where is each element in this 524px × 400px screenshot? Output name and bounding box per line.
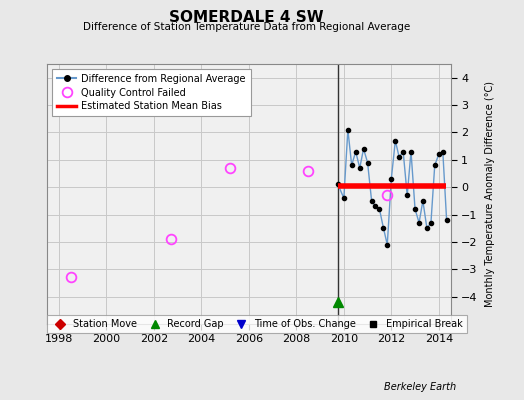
Point <box>411 206 419 212</box>
Point <box>399 148 407 155</box>
Point <box>356 165 364 171</box>
Point <box>442 217 451 223</box>
Point <box>403 192 411 198</box>
Point <box>423 225 431 232</box>
Text: SOMERDALE 4 SW: SOMERDALE 4 SW <box>169 10 324 25</box>
Point <box>427 220 435 226</box>
Point <box>415 220 423 226</box>
Point <box>340 195 348 201</box>
Point <box>367 198 376 204</box>
Point <box>407 148 415 155</box>
Point <box>439 148 447 155</box>
Legend: Station Move, Record Gap, Time of Obs. Change, Empirical Break: Station Move, Record Gap, Time of Obs. C… <box>47 315 466 333</box>
Point <box>383 242 391 248</box>
Text: Difference of Station Temperature Data from Regional Average: Difference of Station Temperature Data f… <box>83 22 410 32</box>
Point <box>334 181 342 188</box>
Point <box>395 154 403 160</box>
Point <box>344 126 352 133</box>
Point <box>375 206 384 212</box>
Point <box>431 162 439 168</box>
Point <box>434 151 443 158</box>
Point <box>347 162 356 168</box>
Y-axis label: Monthly Temperature Anomaly Difference (°C): Monthly Temperature Anomaly Difference (… <box>485 81 495 307</box>
Point <box>371 203 379 210</box>
Text: Berkeley Earth: Berkeley Earth <box>384 382 456 392</box>
Point <box>352 148 360 155</box>
Point <box>359 146 368 152</box>
Point <box>391 138 399 144</box>
Point <box>379 225 388 232</box>
Point <box>419 198 427 204</box>
Point <box>363 159 372 166</box>
Legend: Difference from Regional Average, Quality Control Failed, Estimated Station Mean: Difference from Regional Average, Qualit… <box>52 69 250 116</box>
Point <box>387 176 396 182</box>
